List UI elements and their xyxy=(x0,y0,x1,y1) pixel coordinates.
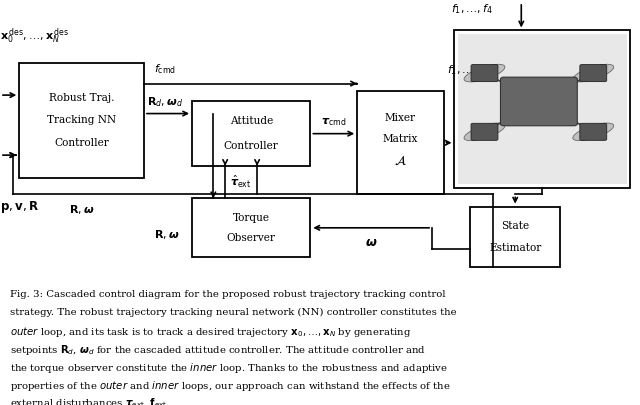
FancyBboxPatch shape xyxy=(580,64,607,81)
Text: external disturbances $\boldsymbol{\tau}_{\mathrm{ext}}$, $\mathbf{f}_{\mathrm{e: external disturbances $\boldsymbol{\tau}… xyxy=(10,396,170,405)
Text: $\mathcal{A}$: $\mathcal{A}$ xyxy=(394,154,407,168)
Text: the torque observer constitute the $\mathit{inner}$ loop. Thanks to the robustne: the torque observer constitute the $\mat… xyxy=(10,361,448,375)
Text: properties of the $\mathit{outer}$ and $\mathit{inner}$ loops, our approach can : properties of the $\mathit{outer}$ and $… xyxy=(10,379,450,393)
Ellipse shape xyxy=(573,64,614,82)
Text: $f_1, \ldots, f_4$: $f_1, \ldots, f_4$ xyxy=(451,2,493,16)
Text: Observer: Observer xyxy=(227,233,276,243)
Text: $\mathbf{x}_0^{\,\mathrm{des}}, \ldots, \mathbf{x}_N^{\,\mathrm{des}}$: $\mathbf{x}_0^{\,\mathrm{des}}, \ldots, … xyxy=(0,27,69,46)
Text: Matrix: Matrix xyxy=(383,134,418,144)
FancyBboxPatch shape xyxy=(471,64,498,81)
Text: $\mathbf{R}, \boldsymbol{\omega}$: $\mathbf{R}, \boldsymbol{\omega}$ xyxy=(69,202,94,215)
Text: Torque: Torque xyxy=(233,213,269,223)
Text: Controller: Controller xyxy=(54,138,109,148)
Text: $\boldsymbol{\tau}_{\mathrm{cmd}}$: $\boldsymbol{\tau}_{\mathrm{cmd}}$ xyxy=(321,116,346,128)
FancyBboxPatch shape xyxy=(192,101,310,166)
Text: State: State xyxy=(501,221,529,231)
Text: strategy. The robust trajectory tracking neural network (NN) controller constitu: strategy. The robust trajectory tracking… xyxy=(10,307,456,317)
Text: Mixer: Mixer xyxy=(385,113,416,124)
Text: $\mathbf{R}, \boldsymbol{\omega}$: $\mathbf{R}, \boldsymbol{\omega}$ xyxy=(154,228,179,241)
Text: Fig. 3: Cascaded control diagram for the proposed robust trajectory tracking con: Fig. 3: Cascaded control diagram for the… xyxy=(10,290,445,298)
FancyBboxPatch shape xyxy=(470,207,560,267)
Text: $\mathbf{p}, \mathbf{v}, \mathbf{R}$: $\mathbf{p}, \mathbf{v}, \mathbf{R}$ xyxy=(0,198,39,215)
Text: Controller: Controller xyxy=(224,141,278,151)
Text: Robust Traj.: Robust Traj. xyxy=(49,93,115,103)
FancyBboxPatch shape xyxy=(454,30,630,188)
Text: Estimator: Estimator xyxy=(489,243,541,253)
Text: $\boldsymbol{\omega}$: $\boldsymbol{\omega}$ xyxy=(365,236,378,249)
FancyBboxPatch shape xyxy=(192,198,310,257)
Text: setpoints $\mathbf{R}_d$, $\boldsymbol{\omega}_d$ for the cascaded attitude cont: setpoints $\mathbf{R}_d$, $\boldsymbol{\… xyxy=(10,343,426,357)
Ellipse shape xyxy=(573,123,614,141)
Text: Tracking NN: Tracking NN xyxy=(47,115,116,126)
Text: $\mathbf{R}_d, \boldsymbol{\omega}_d$: $\mathbf{R}_d, \boldsymbol{\omega}_d$ xyxy=(147,95,184,109)
FancyBboxPatch shape xyxy=(19,63,144,178)
FancyBboxPatch shape xyxy=(357,91,444,194)
FancyBboxPatch shape xyxy=(471,123,498,140)
FancyBboxPatch shape xyxy=(580,123,607,140)
FancyBboxPatch shape xyxy=(500,77,577,126)
Text: $f_{\mathrm{cmd}}$: $f_{\mathrm{cmd}}$ xyxy=(154,62,175,76)
Text: $\hat{\boldsymbol{\tau}}_{\mathrm{ext}}$: $\hat{\boldsymbol{\tau}}_{\mathrm{ext}}$ xyxy=(230,174,252,190)
Ellipse shape xyxy=(464,64,505,82)
Text: $\mathit{outer}$ loop, and its task is to track a desired trajectory $\mathbf{x}: $\mathit{outer}$ loop, and its task is t… xyxy=(10,325,411,339)
Text: $f_1, \ldots, f_4$: $f_1, \ldots, f_4$ xyxy=(447,63,489,77)
Text: Attitude: Attitude xyxy=(230,117,273,126)
FancyBboxPatch shape xyxy=(458,34,627,184)
Ellipse shape xyxy=(464,123,505,141)
